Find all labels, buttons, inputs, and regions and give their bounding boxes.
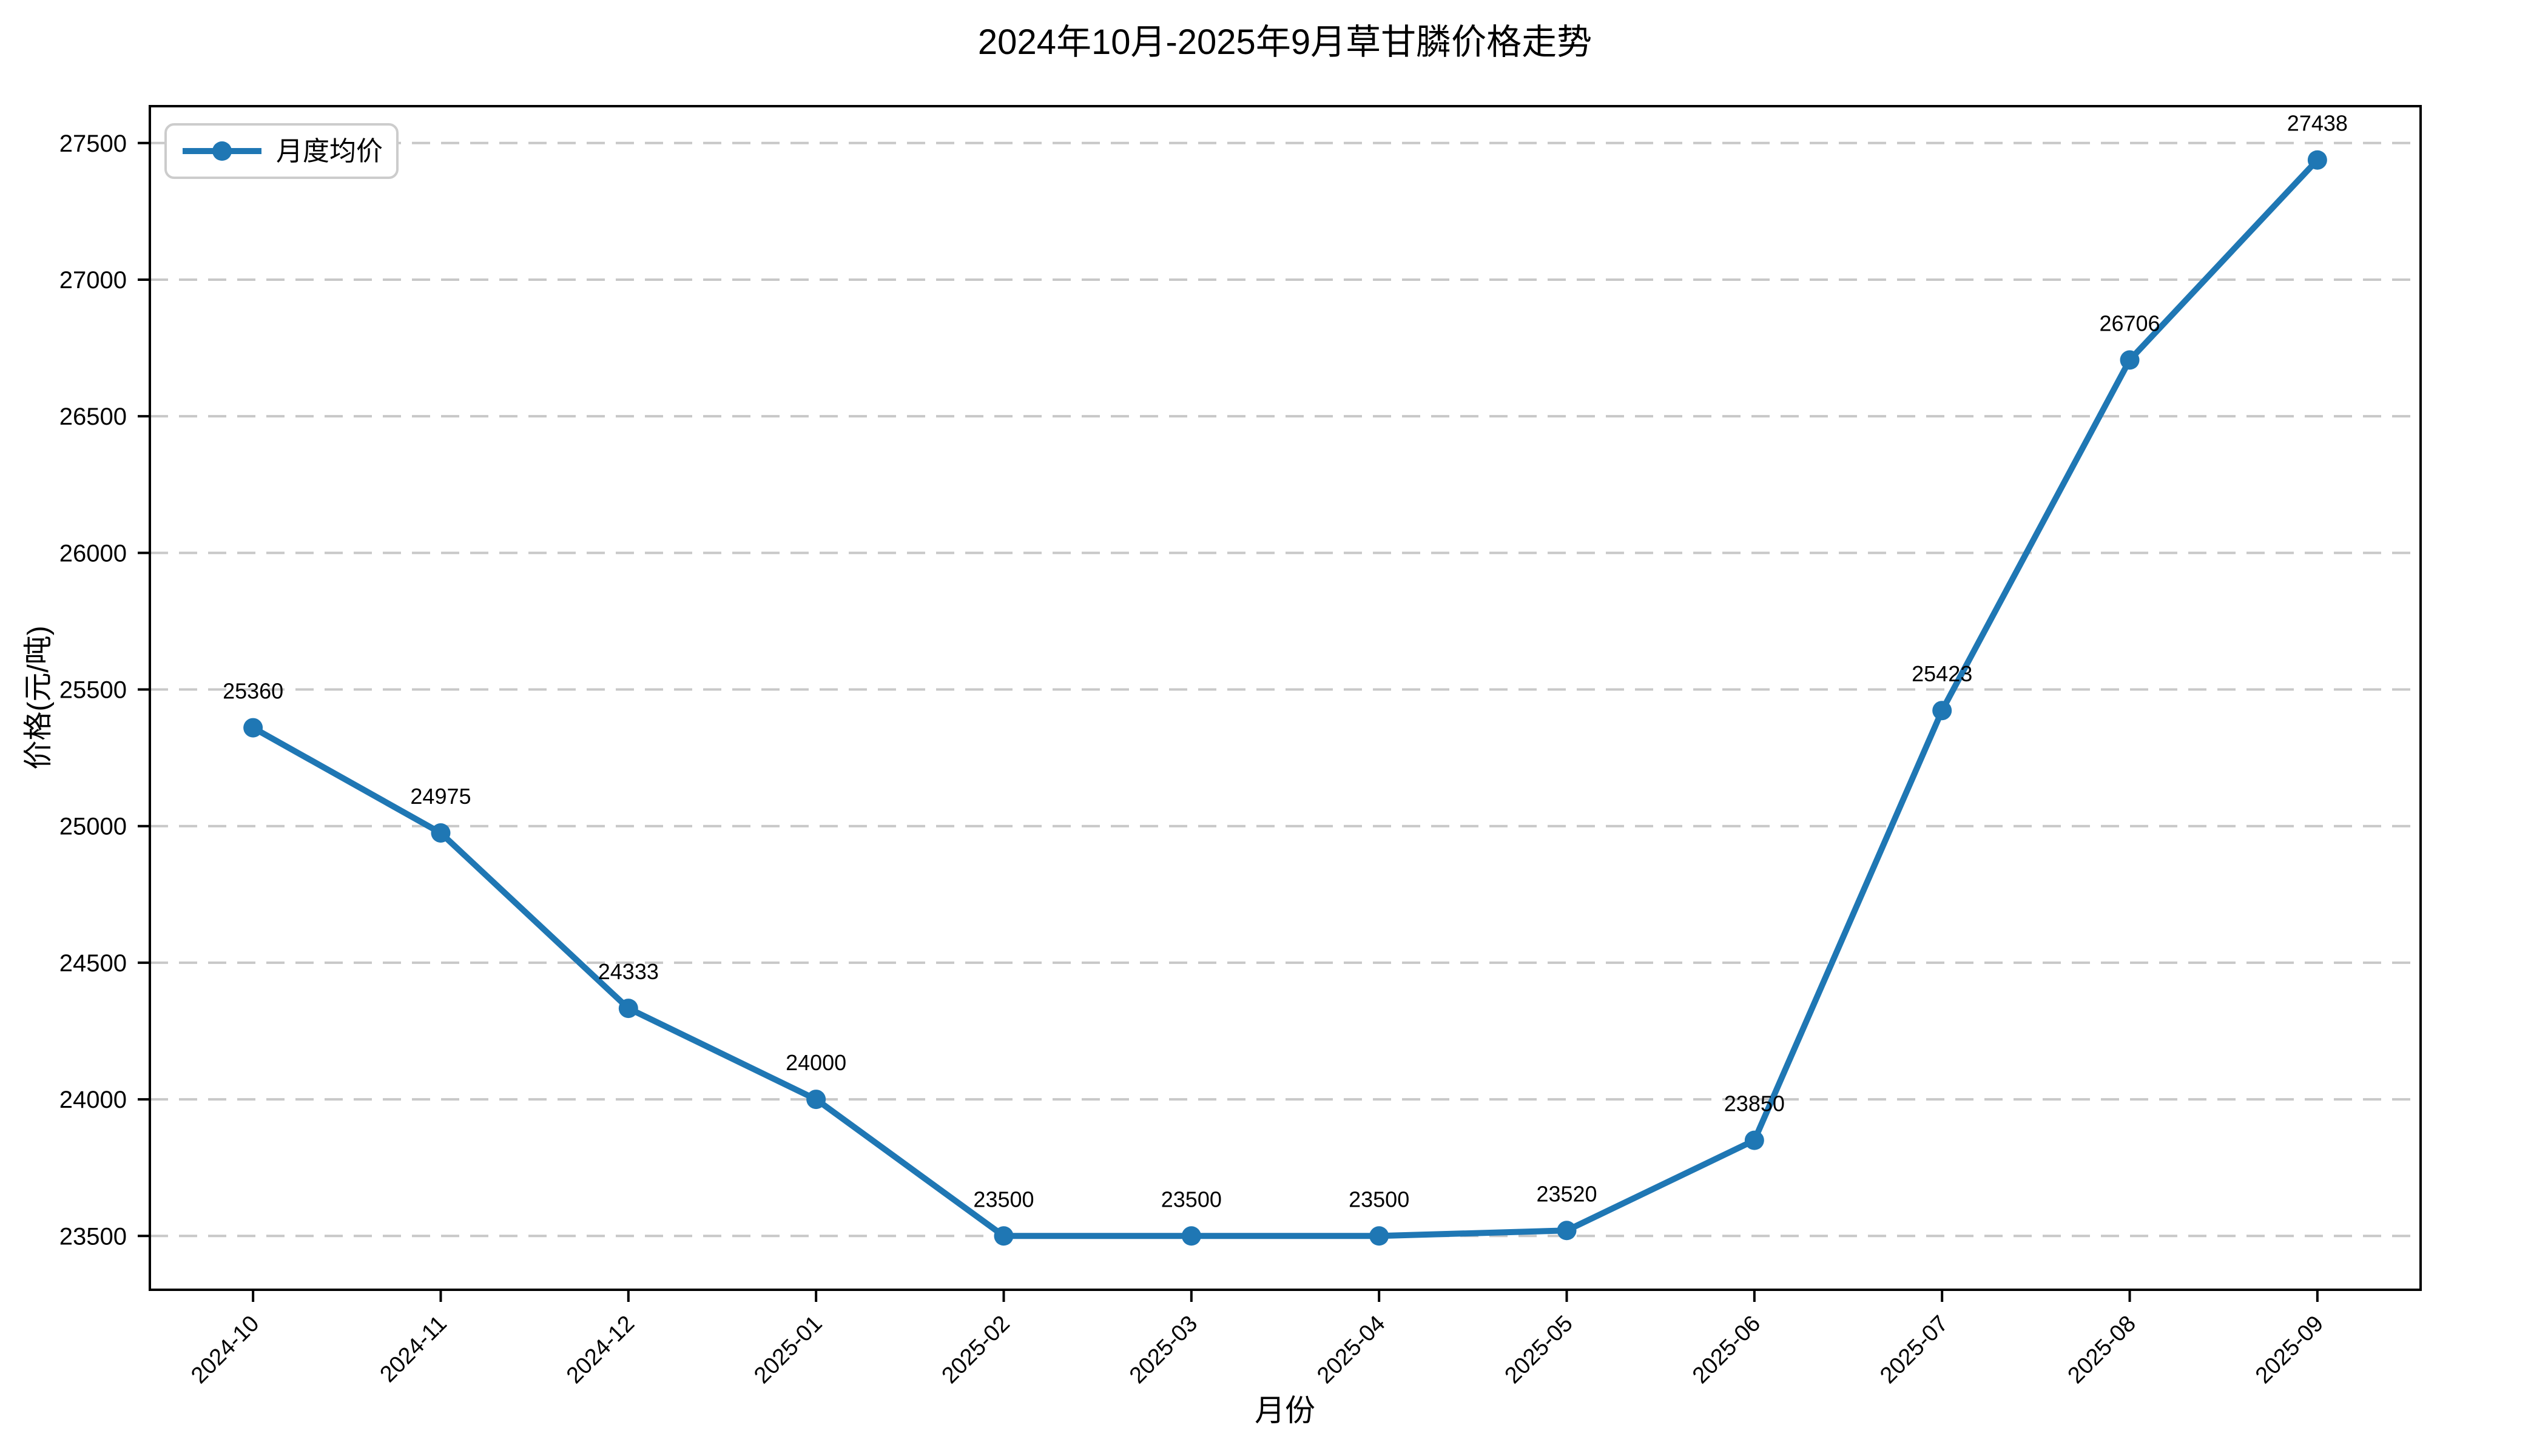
x-tick-label: 2025-03 [1125, 1311, 1202, 1389]
y-tick-label: 27000 [59, 267, 127, 294]
data-point-label: 26706 [2099, 311, 2160, 335]
data-point [2120, 350, 2140, 370]
y-tick-label: 24000 [59, 1087, 127, 1113]
data-point-label: 27438 [2287, 111, 2348, 136]
data-point [618, 999, 638, 1019]
data-point [243, 718, 263, 738]
x-tick-label: 2025-05 [1500, 1311, 1578, 1389]
x-tick-label: 2025-06 [1688, 1311, 1765, 1389]
y-tick-label: 25500 [59, 677, 127, 704]
data-point-label: 23850 [1724, 1091, 1785, 1116]
data-point-label: 23500 [973, 1187, 1034, 1212]
x-tick-label: 2025-09 [2251, 1311, 2328, 1389]
legend-label: 月度均价 [276, 136, 383, 166]
y-axis-label: 价格(元/吨) [22, 625, 55, 770]
x-tick-label: 2024-12 [562, 1311, 639, 1389]
data-point-label: 23500 [1349, 1187, 1409, 1212]
data-point [1369, 1226, 1389, 1246]
data-point-label: 24975 [410, 784, 471, 809]
x-tick-label: 2025-08 [2063, 1311, 2141, 1389]
data-point-label: 24000 [786, 1050, 846, 1075]
y-tick-label: 27500 [59, 130, 127, 157]
data-point-label: 23520 [1536, 1181, 1597, 1206]
x-tick-label: 2024-10 [186, 1311, 264, 1389]
series-line [250, 157, 2320, 1239]
y-tick-label: 26500 [59, 403, 127, 430]
y-tick-label: 23500 [59, 1223, 127, 1250]
axes-spines [149, 105, 2422, 1291]
data-point [1557, 1221, 1577, 1241]
data-point-label: 24333 [598, 959, 659, 984]
data-point [431, 823, 451, 843]
data-point [2307, 150, 2327, 170]
legend-box [164, 123, 399, 179]
data-point [994, 1226, 1014, 1246]
x-tick-label: 2025-02 [937, 1311, 1015, 1389]
data-point [1744, 1130, 1764, 1150]
data-point-label: 23500 [1161, 1187, 1222, 1212]
data-point [1181, 1226, 1201, 1246]
x-tick-label: 2024-11 [376, 1311, 452, 1387]
x-axis-label: 月份 [1255, 1394, 1315, 1427]
data-point [1932, 701, 1952, 721]
data-point [806, 1090, 826, 1110]
x-tick-label: 2025-07 [1875, 1311, 1953, 1389]
x-tick-label: 2025-01 [749, 1311, 827, 1389]
y-tick-label: 26000 [59, 540, 127, 567]
data-point-label: 25423 [1912, 661, 1972, 686]
x-tick-label: 2025-04 [1312, 1311, 1390, 1389]
y-tick-label: 25000 [59, 814, 127, 840]
y-tick-label: 24500 [59, 950, 127, 977]
data-point-label: 25360 [223, 679, 283, 704]
chart-title: 2024年10月-2025年9月草甘膦价格走势 [977, 22, 1592, 62]
legend-marker [212, 141, 232, 161]
